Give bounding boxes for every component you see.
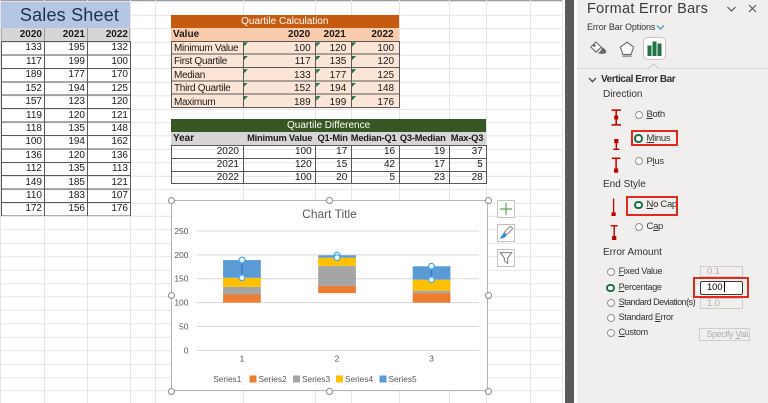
svg-text:Series1: Series1: [213, 374, 242, 384]
svg-text:150: 150: [174, 274, 188, 284]
svg-text:1: 1: [240, 353, 245, 363]
svg-text:Series5: Series5: [389, 374, 418, 384]
svg-text:0: 0: [184, 345, 189, 355]
svg-text:Series4: Series4: [345, 374, 374, 384]
svg-text:50: 50: [179, 322, 189, 332]
svg-text:3: 3: [429, 353, 434, 363]
svg-text:100: 100: [174, 298, 188, 308]
svg-text:250: 250: [174, 226, 188, 236]
svg-text:200: 200: [174, 250, 188, 260]
svg-text:Series3: Series3: [302, 374, 331, 384]
svg-text:Chart Title: Chart Title: [302, 207, 357, 221]
svg-text:Series2: Series2: [259, 374, 288, 384]
svg-text:2: 2: [335, 353, 340, 363]
